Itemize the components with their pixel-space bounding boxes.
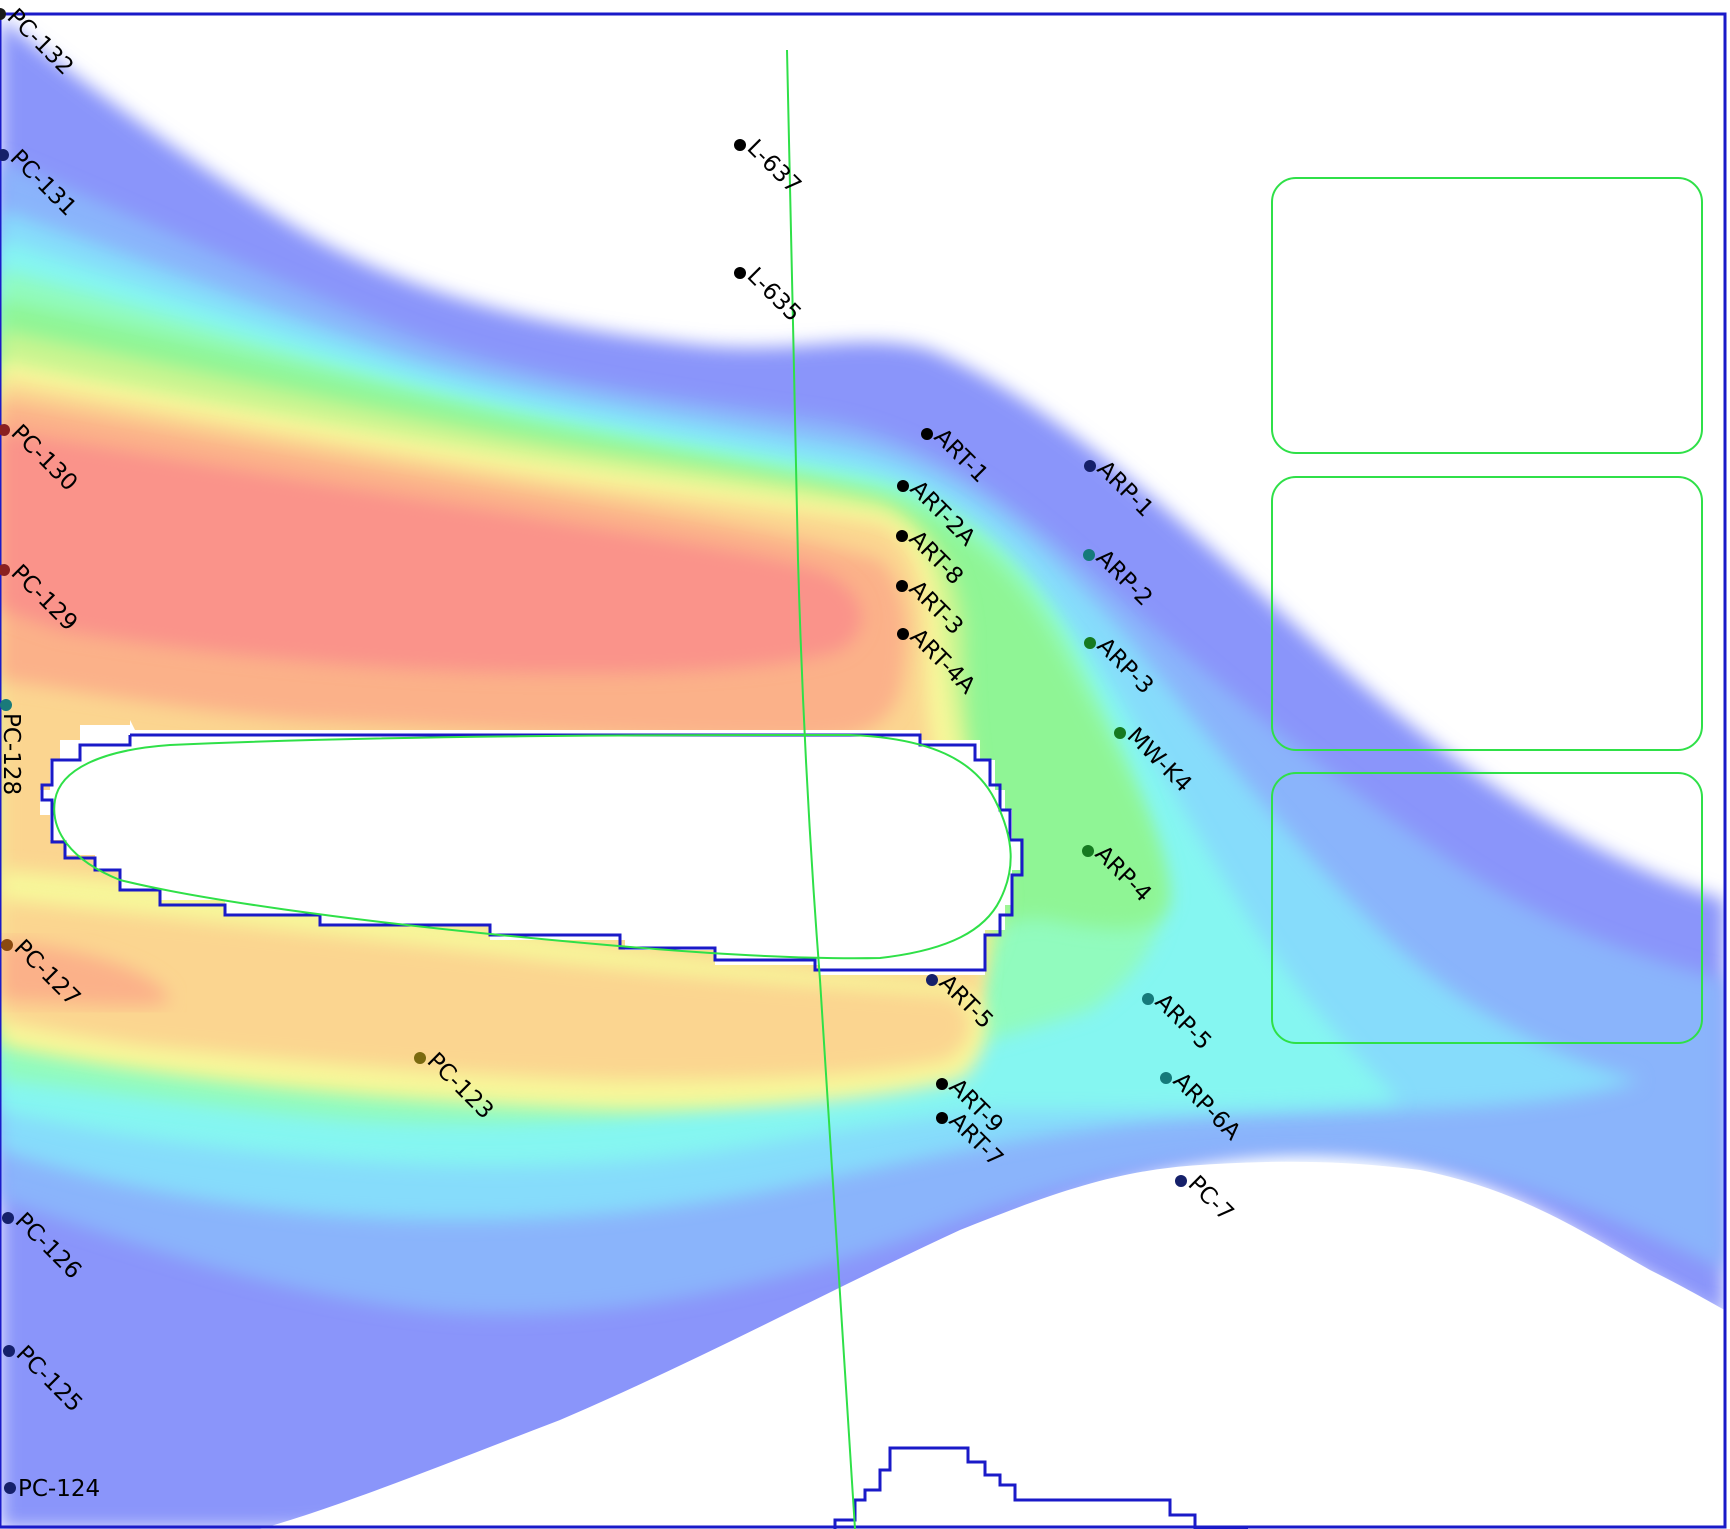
well-marker[interactable] bbox=[0, 424, 10, 436]
well-marker[interactable] bbox=[0, 149, 9, 161]
well-marker[interactable] bbox=[936, 1078, 948, 1090]
well-marker[interactable] bbox=[0, 564, 10, 576]
well-pc-124[interactable]: PC-124 bbox=[4, 1476, 100, 1502]
well-marker[interactable] bbox=[896, 580, 908, 592]
feature-line-transect bbox=[786, 49, 856, 1529]
well-marker[interactable] bbox=[1160, 1072, 1172, 1084]
feature-outline-island bbox=[53, 733, 1012, 960]
well-marker[interactable] bbox=[734, 139, 746, 151]
map-frame bbox=[0, 12, 1727, 1529]
well-marker[interactable] bbox=[4, 1482, 16, 1494]
well-marker[interactable] bbox=[921, 428, 933, 440]
well-marker[interactable] bbox=[1082, 845, 1094, 857]
well-marker[interactable] bbox=[926, 974, 938, 986]
well-pc-128[interactable]: PC-128 bbox=[0, 699, 24, 795]
grid-boundary-south bbox=[833, 1446, 1248, 1529]
well-marker[interactable] bbox=[3, 1345, 15, 1357]
well-marker[interactable] bbox=[1083, 549, 1095, 561]
well-marker[interactable] bbox=[1084, 460, 1096, 472]
well-marker[interactable] bbox=[1114, 727, 1126, 739]
inactive-area-island bbox=[40, 720, 1020, 975]
inactive-area-south bbox=[260, 1161, 1725, 1529]
well-label: PC-124 bbox=[18, 1476, 100, 1502]
well-marker[interactable] bbox=[896, 530, 908, 542]
well-marker[interactable] bbox=[897, 628, 909, 640]
well-marker[interactable] bbox=[0, 699, 12, 711]
plume-lower-band-10 bbox=[0, 940, 170, 1006]
well-marker[interactable] bbox=[734, 267, 746, 279]
well-marker[interactable] bbox=[1084, 637, 1096, 649]
well-marker[interactable] bbox=[1175, 1175, 1187, 1187]
feature-rectangle-2 bbox=[1271, 476, 1703, 751]
well-marker[interactable] bbox=[0, 8, 6, 20]
feature-rectangle-1 bbox=[1271, 177, 1703, 454]
plume-band-core bbox=[0, 430, 862, 673]
feature-rectangle-3 bbox=[1271, 772, 1703, 1044]
well-marker[interactable] bbox=[936, 1112, 948, 1124]
well-label: PC-128 bbox=[0, 713, 24, 795]
well-marker[interactable] bbox=[897, 480, 909, 492]
well-marker[interactable] bbox=[2, 1212, 14, 1224]
well-marker[interactable] bbox=[1142, 993, 1154, 1005]
well-marker[interactable] bbox=[414, 1052, 426, 1064]
well-marker[interactable] bbox=[1, 939, 13, 951]
plume-lower-band-9 bbox=[0, 900, 971, 1080]
